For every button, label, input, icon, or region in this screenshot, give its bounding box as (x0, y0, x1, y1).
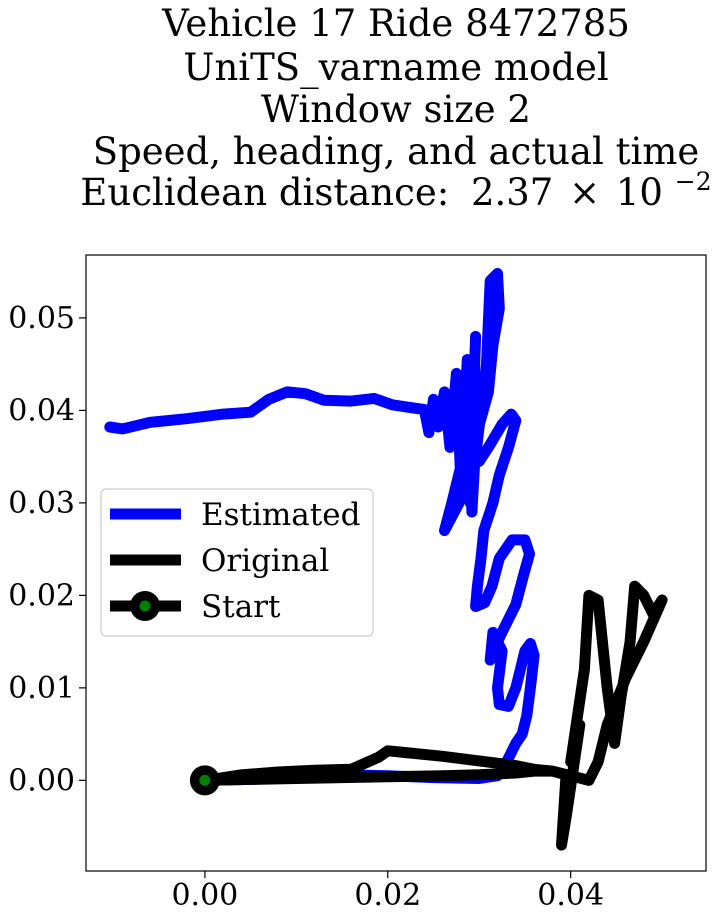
title-line-2: UniTS_varname model (183, 46, 608, 90)
y-axis-ticks: 0.00 0.01 0.02 0.03 0.04 0.05 (8, 301, 86, 798)
metric-mantissa: 2.37 (471, 171, 553, 214)
metric-label: Euclidean distance: (80, 171, 449, 214)
plot-frame (85, 254, 707, 872)
title-metric-line: Euclidean distance: 2.37 × 10 −2 (80, 167, 711, 214)
y-tick-label: 0.03 (8, 486, 75, 521)
plot-area (104, 268, 668, 851)
legend-start-marker-face (139, 600, 151, 612)
original-trajectory-line (199, 580, 668, 851)
metric-base: 10 (616, 171, 663, 214)
y-tick-label: 0.00 (8, 763, 75, 798)
y-tick-label: 0.01 (8, 671, 75, 706)
title-line-1: Vehicle 17 Ride 8472785 (161, 2, 630, 45)
x-axis-ticks: 0.00 0.02 0.04 (171, 871, 604, 913)
estimated-trajectory-line (104, 268, 540, 786)
legend-estimated-label: Estimated (201, 497, 360, 533)
x-tick-label: 0.04 (537, 878, 604, 913)
x-tick-label: 0.02 (354, 878, 421, 913)
y-tick-label: 0.02 (8, 578, 75, 613)
metric-exponent: −2 (675, 167, 712, 196)
y-tick-label: 0.05 (8, 301, 75, 336)
legend-original-label: Original (201, 543, 329, 579)
x-tick-label: 0.00 (171, 878, 238, 913)
legend: Estimated Original Start (100, 488, 374, 637)
metric-times: × (569, 171, 600, 214)
title-line-4: Speed, heading, and actual time (93, 130, 700, 173)
y-tick-label: 0.04 (8, 393, 75, 428)
title-line-3: Window size 2 (261, 88, 531, 131)
chart-title: Vehicle 17 Ride 8472785 UniTS_varname mo… (80, 2, 711, 214)
series-group (104, 268, 668, 851)
legend-start-label: Start (201, 589, 281, 625)
start-marker-face (199, 774, 211, 786)
legend-box (100, 488, 374, 637)
